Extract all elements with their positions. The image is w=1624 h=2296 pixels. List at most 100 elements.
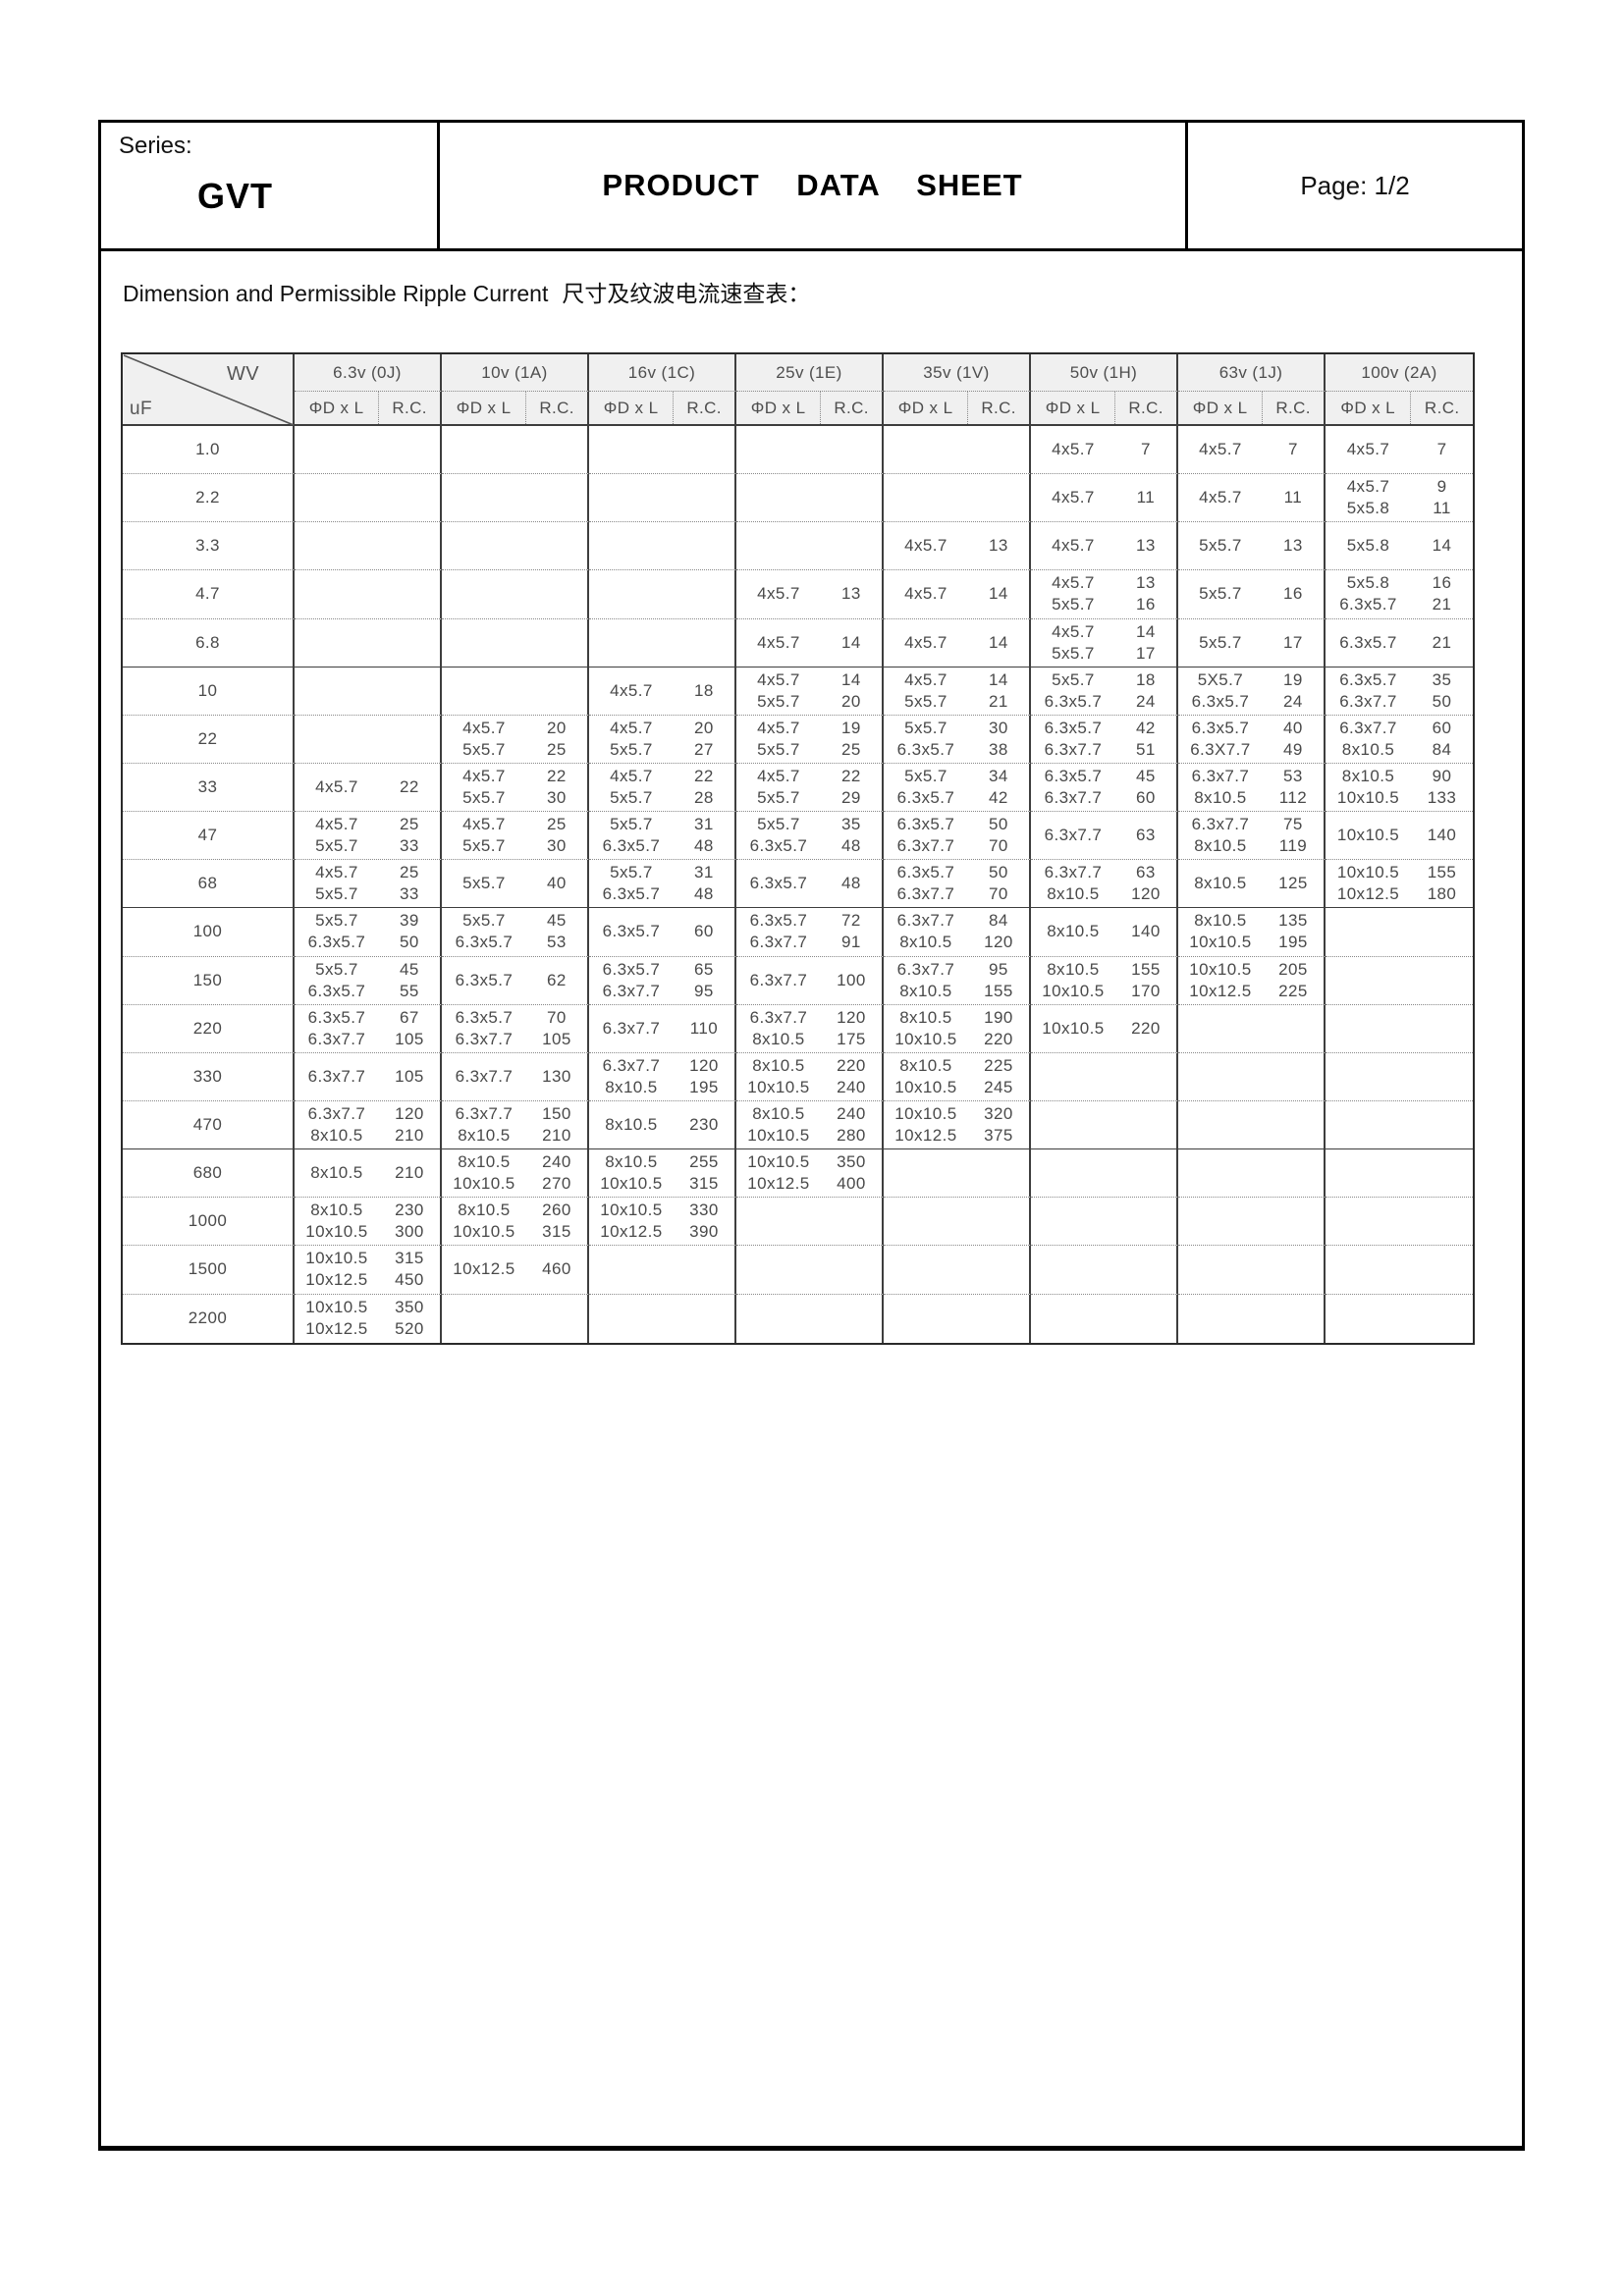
- ripple-current-value: 350: [395, 1298, 424, 1317]
- table-cell: 4x5.7 13 5x5.7 16: [1031, 570, 1178, 619]
- case-size-value: 5x5.8: [1346, 536, 1390, 556]
- ripple-current-value: 50: [989, 815, 1008, 834]
- ripple-current-value: 140: [1131, 922, 1161, 941]
- case-size-value: 5x5.8: [1346, 573, 1390, 593]
- case-size-value: 10x12.5: [894, 1126, 957, 1146]
- size-rc-pair: 6.3x5.7 21: [1326, 594, 1473, 615]
- table-cell: 4x5.7 14: [884, 618, 1031, 667]
- size-rc-pair: 8x10.5 120: [884, 932, 1029, 953]
- table-cell: 4x5.7 25 5x5.7 30: [442, 812, 589, 861]
- case-size-value: 8x10.5: [899, 981, 952, 1000]
- size-rc-pair: 6.3x7.7 60: [1326, 718, 1473, 739]
- case-size-value: 4x5.7: [1052, 440, 1095, 459]
- table-cell: [1178, 1246, 1326, 1295]
- case-size-value: 6.3x7.7: [307, 1029, 366, 1048]
- table-cell: 4x5.7 7: [1031, 426, 1178, 475]
- case-size-value: 4x5.7: [757, 669, 800, 689]
- ripple-current-value: 30: [547, 788, 567, 808]
- table-cell: [884, 426, 1031, 475]
- ripple-current-value: 240: [837, 1077, 866, 1096]
- table-cell: 4x5.7 14 5x5.7 21: [884, 667, 1031, 716]
- ripple-current-value: 300: [395, 1222, 424, 1242]
- table-cell: 10x10.5 350 10x12.5 400: [736, 1149, 884, 1199]
- ripple-current-value: 19: [841, 718, 861, 737]
- case-size-value: 6.3x7.7: [307, 1104, 366, 1124]
- size-rc-pair: 10x10.5 245: [884, 1077, 1029, 1098]
- case-size-value: 4x5.7: [757, 767, 800, 786]
- table-cell: 8x10.5 125: [1178, 860, 1326, 909]
- case-size-value: 10x12.5: [600, 1222, 663, 1242]
- ripple-current-value: 130: [542, 1066, 571, 1086]
- ripple-current-value: 55: [400, 981, 419, 1000]
- table-cell: 10x10.5 220: [1031, 1004, 1178, 1053]
- table-cell: 6.3x7.7 105: [295, 1052, 442, 1101]
- case-size-value: 6.3x7.7: [896, 959, 955, 979]
- ripple-current-value: 24: [1283, 691, 1303, 711]
- case-size-value: 6.3x5.7: [307, 981, 366, 1000]
- ripple-current-value: 225: [1278, 981, 1308, 1000]
- subheader-cell: ΦD x L R.C.: [442, 392, 589, 426]
- rc-subheader: R.C.: [1424, 398, 1460, 417]
- table-cell: 4x5.7 25 5x5.7 33: [295, 812, 442, 861]
- table-cell: 6.3x5.7 50 6.3x7.7 70: [884, 860, 1031, 909]
- table-cell: [884, 1149, 1031, 1199]
- ripple-current-value: 39: [400, 911, 419, 931]
- uf-row-label: 4.7: [123, 570, 295, 619]
- table-cell: 4x5.7 14: [884, 570, 1031, 619]
- table-cell: [1031, 1052, 1178, 1101]
- page-indicator: Page: 1/2: [1300, 170, 1410, 200]
- case-size-value: 6.3x7.7: [749, 933, 808, 952]
- case-size-value: 4x5.7: [1052, 573, 1095, 593]
- size-rc-pair: 5x5.7 18: [1031, 669, 1176, 691]
- voltage-header: 63v (1J): [1178, 354, 1326, 392]
- ripple-current-value: 35: [841, 815, 861, 834]
- table-cell: [295, 570, 442, 619]
- case-size-value: 10x12.5: [1189, 981, 1252, 1000]
- ripple-current-value: 13: [841, 584, 861, 604]
- case-size-value: 10x10.5: [1042, 981, 1105, 1000]
- table-corner-cell: WV uF: [123, 354, 295, 426]
- table-cell: 8x10.5 230: [589, 1100, 736, 1150]
- ripple-current-value: 14: [989, 669, 1008, 689]
- case-size-value: 5x5.7: [904, 718, 947, 737]
- table-cell: 6.3x7.7 95 8x10.5 155: [884, 956, 1031, 1005]
- case-size-value: 5x5.7: [610, 815, 653, 834]
- size-rc-pair: 6.3x7.7 150: [442, 1103, 587, 1125]
- case-size-value: 6.3x7.7: [1044, 863, 1103, 882]
- table-cell: 4x5.7 7: [1326, 426, 1473, 475]
- size-rc-pair: 10x10.5 133: [1326, 787, 1473, 809]
- case-size-value: 6.3x7.7: [602, 1055, 661, 1075]
- case-size-value: 4x5.7: [1052, 536, 1095, 556]
- case-size-value: 5x5.7: [757, 691, 800, 711]
- ripple-current-value: 29: [841, 788, 861, 808]
- size-rc-pair: 10x10.5 300: [295, 1221, 440, 1243]
- uf-row-label: 150: [123, 956, 295, 1005]
- case-size-value: 10x12.5: [305, 1319, 368, 1339]
- size-rc-pair: 4x5.7 13: [1031, 535, 1176, 557]
- ripple-current-value: 120: [984, 933, 1013, 952]
- voltage-header: 100v (2A): [1326, 354, 1473, 392]
- subheader-cell: ΦD x L R.C.: [589, 392, 736, 426]
- ripple-current-value: 210: [395, 1126, 424, 1146]
- ripple-current-value: 150: [542, 1104, 571, 1124]
- size-rc-pair: 6.3x5.7 42: [884, 787, 1029, 809]
- rc-subheader: R.C.: [834, 398, 869, 417]
- size-rc-pair: 8x10.5 210: [442, 1125, 587, 1147]
- size-rc-pair: 4x5.7 14: [736, 632, 882, 654]
- case-size-value: 4x5.7: [1052, 621, 1095, 641]
- case-size-value: 8x10.5: [1341, 767, 1395, 786]
- ripple-current-value: 230: [689, 1115, 719, 1135]
- case-size-value: 5x5.7: [1052, 595, 1095, 614]
- size-rc-pair: 5x5.7 45: [442, 910, 587, 932]
- size-rc-pair: 6.3x7.7 120: [295, 1103, 440, 1125]
- table-cell: 6.3x7.7 100: [736, 956, 884, 1005]
- case-size-value: 4x5.7: [462, 767, 506, 786]
- ripple-current-value: 11: [1433, 499, 1451, 518]
- table-cell: [1178, 1100, 1326, 1150]
- ripple-current-value: 22: [694, 767, 714, 786]
- table-cell: [884, 1198, 1031, 1247]
- size-rc-pair: 8x10.5 84: [1326, 739, 1473, 761]
- case-size-value: 8x10.5: [1194, 874, 1247, 893]
- ripple-current-value: 48: [694, 836, 714, 856]
